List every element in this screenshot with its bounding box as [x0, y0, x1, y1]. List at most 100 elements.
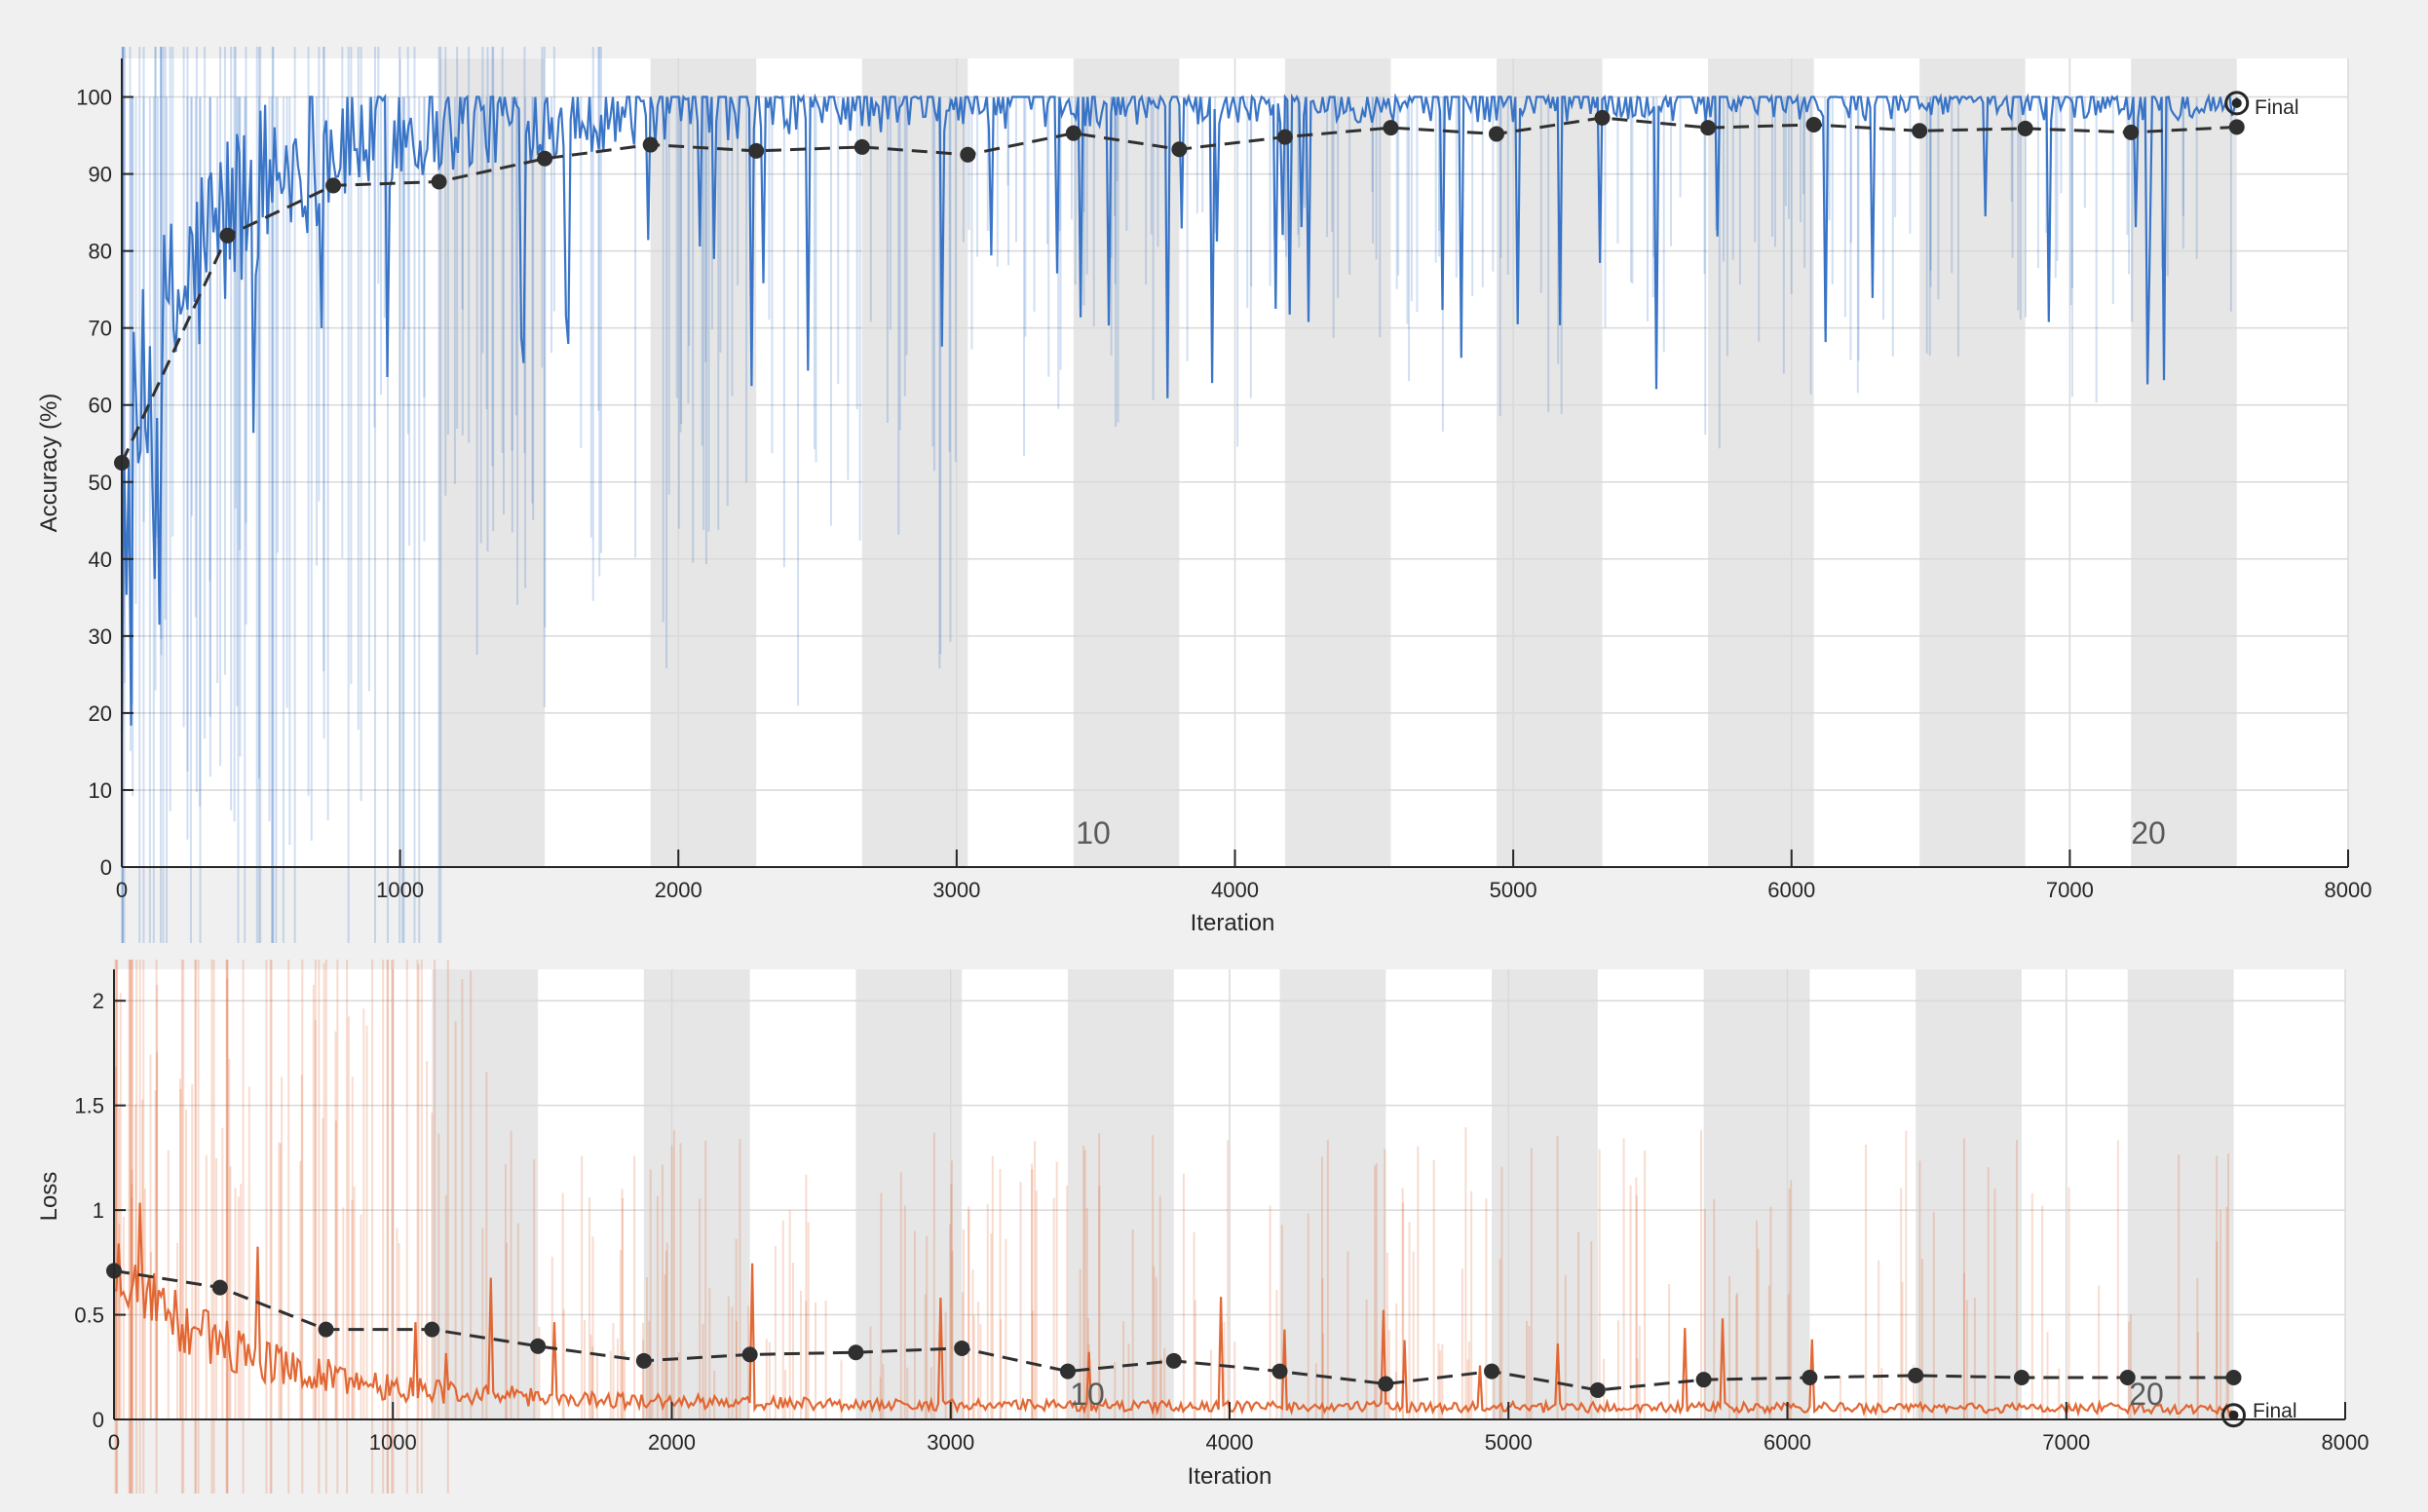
acc-validation-point	[1805, 116, 1822, 132]
loss-validation-point	[1165, 1352, 1182, 1369]
acc-validation-point	[1383, 120, 1399, 136]
accuracy-epoch-bands	[438, 58, 2237, 867]
acc-y-tick-label: 10	[89, 778, 112, 803]
acc-y-tick-label: 90	[89, 163, 112, 187]
acc-y-tick-label: 0	[100, 855, 112, 880]
loss-epoch-band	[2127, 969, 2234, 1419]
loss-validation-point	[635, 1352, 652, 1369]
acc-y-tick-label: 20	[89, 701, 112, 726]
loss-epoch-band	[643, 969, 750, 1419]
loss-y-tick-label: 0.5	[74, 1304, 104, 1328]
acc-final-marker-dot	[2231, 97, 2242, 108]
accuracy-epoch-label-10: 10	[1076, 815, 1111, 850]
loss-validation-point	[1271, 1363, 1288, 1380]
loss-y-tick-label: 1.5	[74, 1094, 104, 1118]
acc-epoch-band	[1708, 58, 1814, 867]
acc-x-tick-label: 1000	[376, 878, 424, 902]
acc-x-tick-label: 0	[116, 878, 128, 902]
acc-epoch-band	[861, 58, 968, 867]
loss-validation-point	[318, 1321, 334, 1338]
loss-final-label: Final	[2253, 1400, 2297, 1422]
loss-x-tick-label: 3000	[927, 1430, 974, 1455]
loss-validation-point	[1589, 1381, 1606, 1398]
loss-epoch-bands	[432, 969, 2234, 1419]
acc-y-tick-label: 30	[89, 624, 112, 649]
loss-epoch-band	[1492, 969, 1598, 1419]
acc-validation-point	[854, 138, 870, 155]
acc-validation-point	[219, 227, 236, 244]
loss-validation-point	[530, 1338, 547, 1354]
acc-validation-point	[325, 177, 342, 194]
acc-validation-point	[1171, 141, 1188, 158]
loss-validation-point	[424, 1321, 440, 1338]
loss-final-marker	[2221, 1403, 2246, 1428]
accuracy-final-label: Final	[2255, 96, 2299, 119]
acc-x-tick-label: 6000	[1767, 878, 1815, 902]
acc-validation-point	[1488, 126, 1504, 142]
loss-y-tick-label: 1	[93, 1198, 104, 1223]
loss-smoothed-line	[113, 1202, 2235, 1418]
acc-x-tick-label: 7000	[2046, 878, 2094, 902]
accuracy-y-axis-label: Accuracy (%)	[36, 394, 62, 533]
acc-x-tick-label: 3000	[932, 878, 980, 902]
acc-validation-point	[1700, 120, 1717, 136]
acc-y-tick-label: 100	[76, 86, 112, 110]
acc-validation-point	[1912, 123, 1928, 139]
loss-validation-point	[1059, 1363, 1076, 1380]
loss-y-axis-label: Loss	[36, 1172, 62, 1222]
accuracy-panel: 0 1000 2000 3000 4000 5000 6000 7000 8000 0 10 20 30…	[36, 47, 2371, 943]
loss-x-tick-label: 1000	[369, 1430, 417, 1455]
acc-validation-point	[2017, 120, 2033, 136]
accuracy-x-axis-label: Iteration	[1191, 910, 1275, 936]
acc-y-tick-label: 60	[89, 394, 112, 418]
loss-panel: 0 1000 2000 3000 4000 5000 6000 7000 8000 0 0.5 1 1.…	[36, 960, 2369, 1493]
loss-x-axis-label: Iteration	[1188, 1463, 1272, 1490]
loss-epoch-band	[1279, 969, 1386, 1419]
loss-x-tick-label: 2000	[648, 1430, 696, 1455]
loss-epoch-band	[1916, 969, 2022, 1419]
acc-epoch-band	[2131, 58, 2237, 867]
loss-validation-point	[2225, 1370, 2242, 1386]
acc-validation-point	[1276, 129, 1293, 145]
acc-x-tick-label: 5000	[1490, 878, 1537, 902]
acc-epoch-band	[438, 58, 546, 867]
loss-y-tick-label: 0	[93, 1408, 104, 1432]
acc-validation-point	[537, 150, 553, 167]
loss-epoch-band	[1067, 969, 1174, 1419]
loss-x-tick-label: 0	[108, 1430, 120, 1455]
loss-validation-point	[954, 1340, 970, 1356]
acc-x-tick-label: 2000	[655, 878, 702, 902]
acc-validation-point	[1594, 109, 1611, 126]
loss-validation-point	[2013, 1370, 2030, 1386]
loss-validation-point	[1378, 1376, 1394, 1392]
loss-x-tick-label: 7000	[2042, 1430, 2090, 1455]
acc-validation-point	[642, 136, 659, 153]
loss-x-tick-label: 5000	[1485, 1430, 1533, 1455]
acc-x-tick-label: 8000	[2325, 878, 2372, 902]
acc-y-tick-label: 50	[89, 471, 112, 495]
acc-epoch-band	[650, 58, 757, 867]
loss-epoch-band	[855, 969, 963, 1419]
loss-validation-point	[2119, 1370, 2136, 1386]
acc-y-tick-label: 70	[89, 317, 112, 341]
loss-validation-point	[1695, 1372, 1712, 1388]
acc-epoch-band	[1073, 58, 1180, 867]
acc-validation-point	[960, 146, 976, 163]
loss-validation-curve	[106, 1263, 2246, 1428]
acc-epoch-band	[1496, 58, 1603, 867]
acc-epoch-band	[1919, 58, 2026, 867]
loss-epoch-label-20: 20	[2129, 1377, 2164, 1412]
loss-epoch-label-10: 10	[1070, 1377, 1105, 1412]
acc-smoothed-line	[120, 93, 2238, 734]
loss-y-tick-label: 2	[93, 989, 104, 1013]
loss-validation-point	[1484, 1363, 1500, 1380]
acc-validation-point	[1065, 125, 1081, 141]
loss-validation-point	[741, 1346, 758, 1363]
acc-y-tick-label: 40	[89, 548, 112, 572]
accuracy-axes: 0 1000 2000 3000 4000 5000 6000 7000 8000 0 10 20 30…	[76, 58, 2371, 902]
loss-axes: 0 1000 2000 3000 4000 5000 6000 7000 8000 0 0.5 1 1.…	[74, 969, 2369, 1455]
loss-x-tick-label: 8000	[2322, 1430, 2370, 1455]
loss-validation-point	[1802, 1370, 1818, 1386]
acc-x-tick-label: 4000	[1211, 878, 1259, 902]
